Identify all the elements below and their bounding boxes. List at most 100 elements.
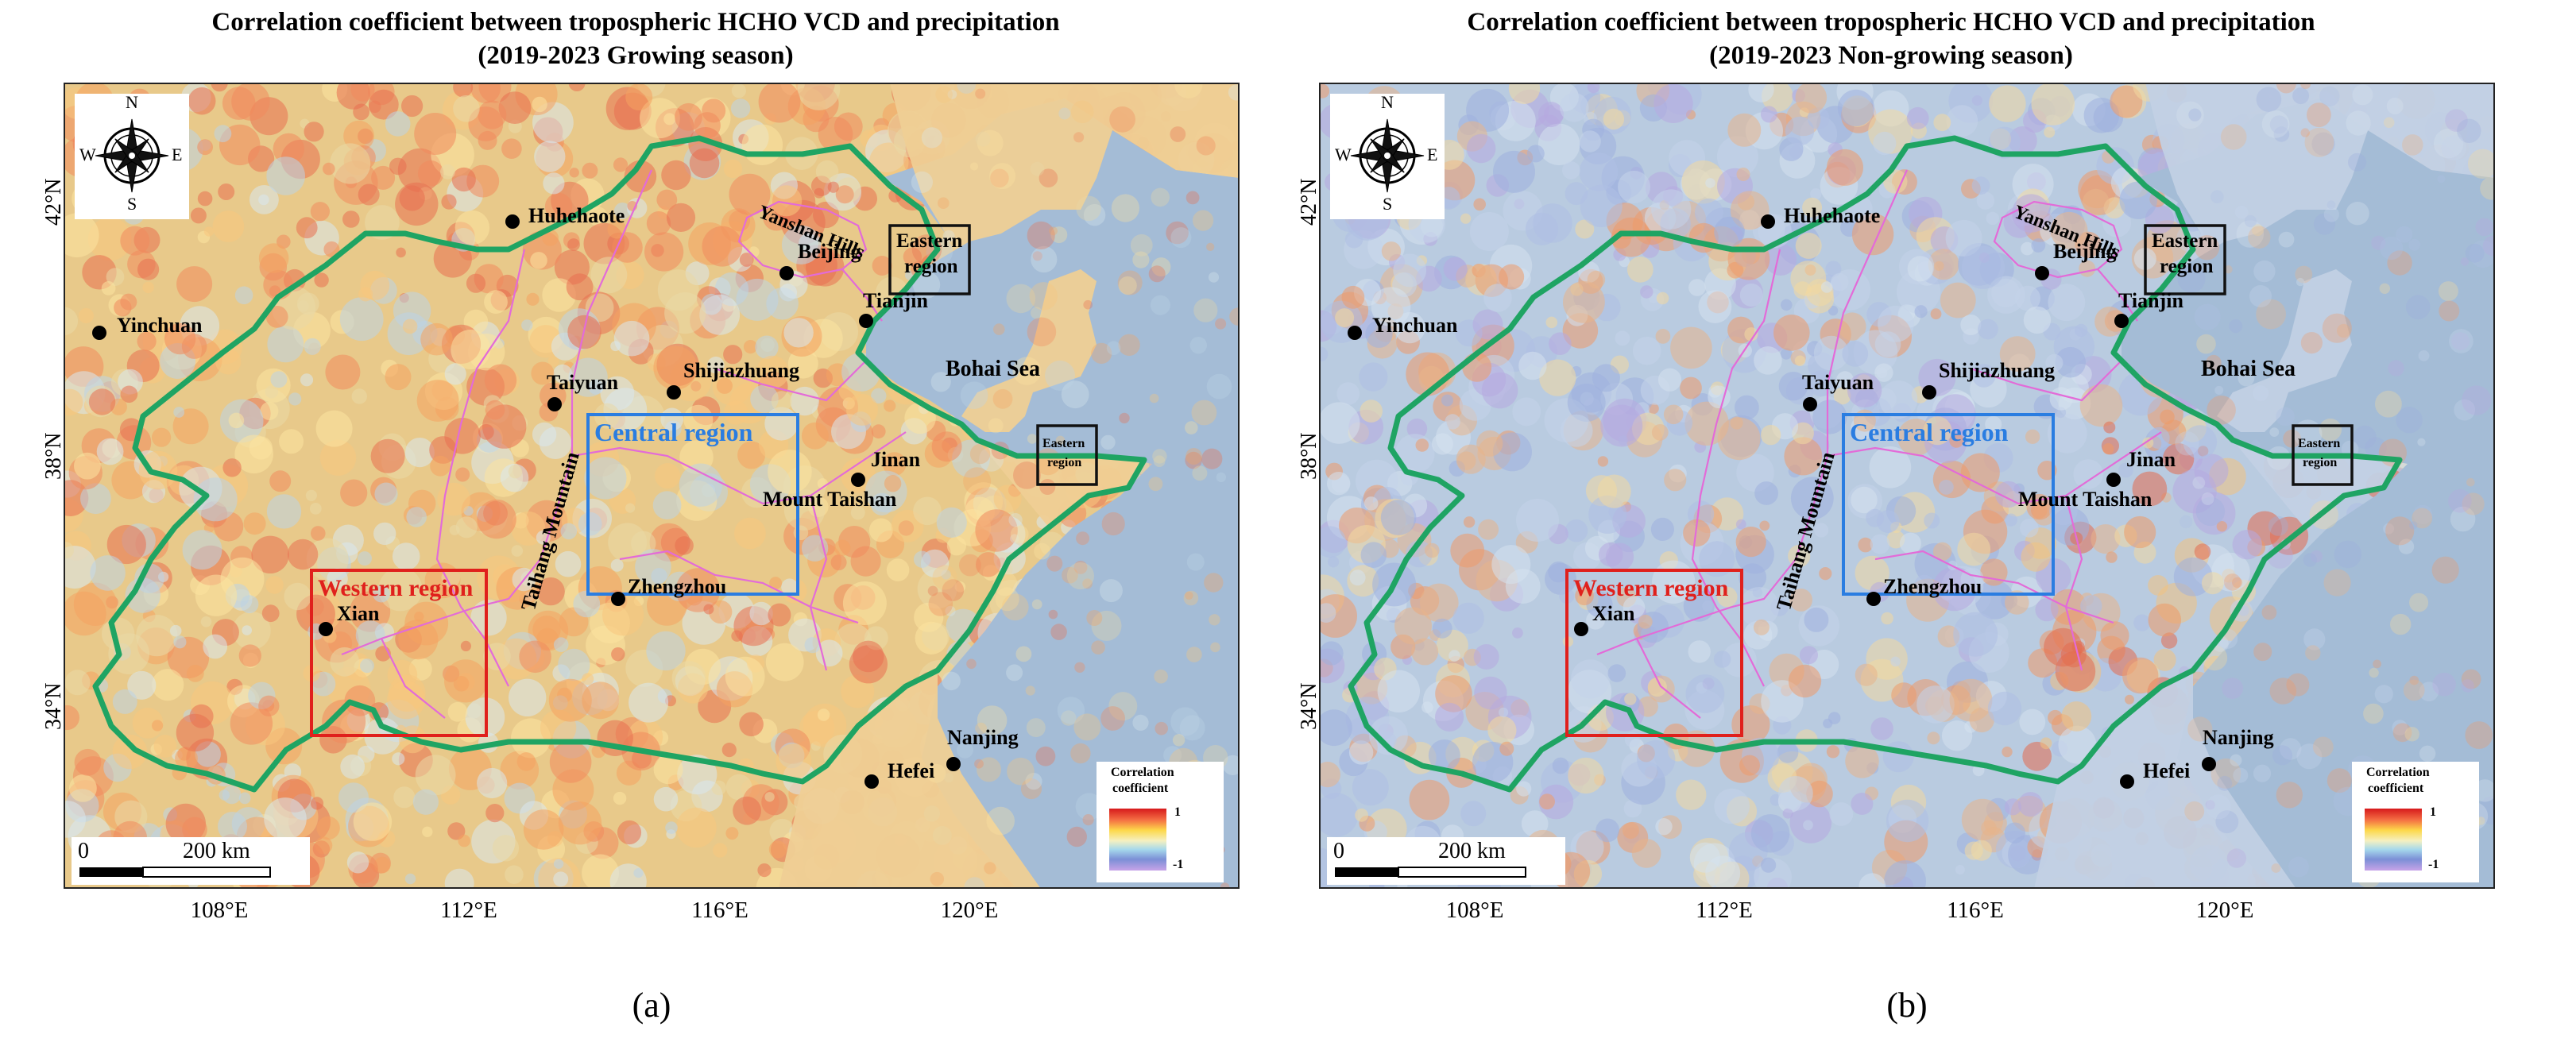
western-region-box [1565, 569, 1743, 737]
province-boundary [381, 638, 446, 719]
city-label: Mount Taishan [2018, 488, 2152, 511]
city-dot [1866, 592, 1881, 606]
eastern-region-box-north [2144, 224, 2226, 295]
city-label: Tianjin [2118, 289, 2183, 312]
longitude-label: 108°E [190, 898, 249, 923]
city-label: Huhehaote [1784, 204, 1881, 227]
city-dot [1803, 397, 1817, 411]
eastern-region-small-label-line1: Eastern [1042, 437, 1085, 450]
city-label: Tianjin [863, 289, 928, 312]
western-region-box [310, 569, 488, 737]
city-label: Beijing [798, 240, 861, 263]
legend-title-line2: coefficient [1112, 782, 1169, 795]
city-label: Xian [1592, 602, 1635, 625]
map-title-line1: Correlation coefficient between troposph… [211, 8, 1060, 37]
city-label: Shijiazhuang [683, 359, 799, 382]
city-dot [1574, 622, 1588, 636]
city-dot [779, 266, 794, 280]
city-label: Beijing [2053, 240, 2117, 263]
city-dot [92, 326, 106, 340]
legend-max-label: 1 [2430, 805, 2436, 819]
compass-n-label: N [126, 92, 138, 112]
map-title-line1: Correlation coefficient between troposph… [1467, 8, 2315, 37]
panel-label: (a) [632, 986, 671, 1025]
city-label: Taiyuan [547, 371, 619, 394]
city-label: Yinchuan [117, 314, 203, 337]
latitude-label: 42°N [41, 178, 66, 226]
province-boundary [809, 495, 828, 671]
scale-bar-segment-empty [1398, 867, 1526, 878]
panel-label: (b) [1886, 986, 1928, 1025]
city-label: Taiyuan [1802, 371, 1874, 394]
scale-bar-segment-filled [1335, 867, 1398, 877]
city-dot [864, 774, 879, 789]
panel-b: Correlation coefficient between troposph… [1297, 0, 2559, 1054]
city-dot [2114, 314, 2129, 328]
compass-w-label: W [1335, 145, 1352, 164]
eastern-region-box-shandong [2292, 424, 2354, 486]
city-label: Mount Taishan [763, 488, 897, 511]
city-dot [667, 385, 681, 400]
eastern-region-label-line2: region [2160, 256, 2214, 277]
city-dot [859, 314, 873, 328]
eastern-region-label-line2: region [904, 256, 958, 277]
city-dot [946, 757, 961, 771]
city-label: Huhehaote [528, 204, 625, 227]
latitude-label: 38°N [41, 432, 66, 480]
eastern-region-small-label-line2: region [2303, 456, 2338, 469]
city-dot [2106, 473, 2121, 487]
city-label: Xian [337, 602, 380, 625]
map-frame: N S E W Huhehaote Beijing Tianjin Yinchuan Taiyu… [1319, 83, 2495, 889]
city-dot [2035, 266, 2049, 280]
province-boundary [1827, 431, 2162, 505]
scale-distance-label: 200 km [1438, 839, 1506, 863]
scale-zero-label: 0 [1333, 839, 1344, 863]
western-region-label: Western region [318, 575, 474, 601]
eastern-coast-land [779, 83, 1240, 889]
city-label: Hefei [2143, 759, 2191, 782]
legend-min-label: -1 [2428, 858, 2439, 871]
compass-rose-icon [1330, 94, 1445, 219]
bohai-sea-water [2122, 98, 2495, 889]
map-border [1319, 83, 2495, 889]
bohai-sea-water [866, 98, 1240, 889]
city-dot [1761, 214, 1775, 229]
province-boundary [1691, 249, 1781, 687]
city-label: Hefei [888, 759, 935, 782]
legend-max-label: 1 [1174, 805, 1181, 819]
bohai-sea-label: Bohai Sea [946, 357, 1041, 381]
province-boundary [714, 360, 867, 402]
compass-n-label: N [1381, 92, 1394, 112]
city-label: Yinchuan [1372, 314, 1458, 337]
province-boundary [571, 431, 907, 505]
latitude-label: 38°N [1297, 432, 1321, 480]
central-region-box [1842, 413, 2055, 596]
map-frame: N S E W Huhehaote Beijing Tianjin Yinchuan Taiyu… [64, 83, 1240, 889]
city-dot [611, 592, 625, 606]
panel-a: Correlation coefficient between troposph… [41, 0, 1303, 1054]
compass-e-label: E [172, 145, 183, 164]
city-dot [319, 622, 333, 636]
province-boundary [1874, 550, 2114, 624]
bohai-sea-label: Bohai Sea [2201, 357, 2296, 381]
longitude-label: 116°E [1947, 898, 2004, 923]
latitude-label: 34°N [41, 682, 66, 730]
longitude-label: 116°E [691, 898, 748, 923]
legend-title-line1: Correlation [2366, 766, 2430, 779]
city-dot [2120, 774, 2134, 789]
map-border [64, 83, 1240, 889]
longitude-label: 112°E [440, 898, 497, 923]
study-area-boundary [92, 135, 1147, 793]
central-region-label: Central region [594, 418, 753, 446]
city-dot [505, 214, 520, 229]
eastern-region-small-label-line1: Eastern [2298, 437, 2341, 450]
province-boundary [2064, 495, 2083, 671]
legend-color-ramp [1109, 809, 1166, 871]
latitude-label: 34°N [1297, 682, 1321, 730]
city-label: Jinan [2126, 448, 2176, 471]
province-boundary [341, 169, 653, 656]
province-boundary [1993, 200, 2123, 279]
longitude-label: 120°E [2195, 898, 2254, 923]
province-boundary [841, 268, 883, 322]
map-title-line2: (2019-2023 Non-growing season) [1709, 41, 2073, 70]
